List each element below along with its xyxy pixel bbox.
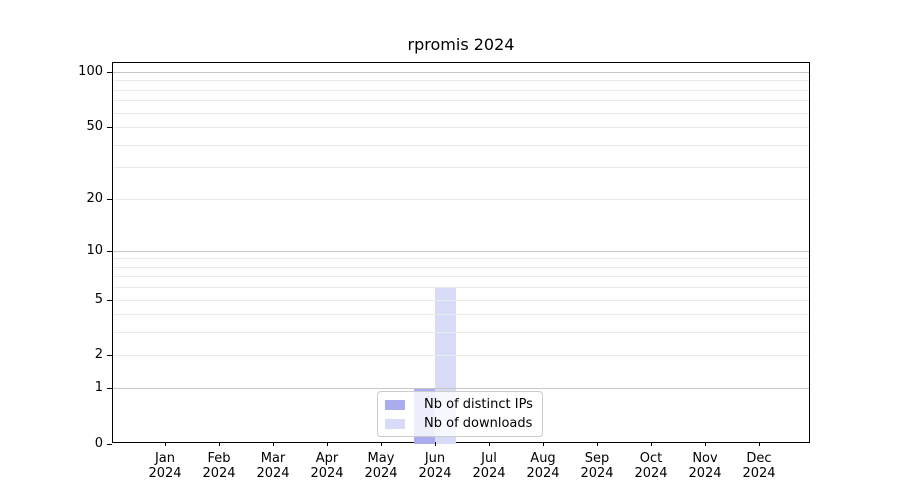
y-tick-label-20: 20 xyxy=(86,190,103,206)
legend-swatch-distinct-ips xyxy=(385,399,405,410)
gridline-y-1 xyxy=(113,388,809,390)
x-tick-label-apr: Apr 2024 xyxy=(310,451,344,481)
y-tick-mark-0 xyxy=(107,444,112,445)
y-tick-label-0: 0 xyxy=(94,436,103,451)
x-tick-label-sep: Sep 2024 xyxy=(580,451,614,481)
x-tick-label-jun: Jun 2024 xyxy=(418,451,452,481)
x-tick-label-dec: Dec 2024 xyxy=(742,451,776,481)
x-tick-mark-nov xyxy=(705,442,706,446)
gridline-y-2 xyxy=(113,355,809,357)
legend-label-downloads: Nb of downloads xyxy=(424,416,533,431)
x-tick-mark-feb xyxy=(219,442,220,446)
x-tick-mark-apr xyxy=(327,442,328,446)
y-tick-mark-20 xyxy=(107,198,112,200)
x-tick-label-feb: Feb 2024 xyxy=(202,451,236,481)
x-tick-mark-jun xyxy=(435,442,436,446)
x-tick-label-nov: Nov 2024 xyxy=(688,451,722,481)
chart-title: rpromis 2024 xyxy=(407,35,515,54)
y-tick-label-2: 2 xyxy=(94,347,103,363)
x-tick-label-aug: Aug 2024 xyxy=(526,451,560,481)
y-tick-mark-10 xyxy=(107,250,112,252)
x-tick-mark-aug xyxy=(543,442,544,446)
y-tick-label-50: 50 xyxy=(86,119,103,135)
gridline-y-50 xyxy=(113,127,809,129)
x-tick-mark-jan xyxy=(165,442,166,446)
gridline-y-8 xyxy=(113,266,809,268)
legend-label-distinct-ips: Nb of distinct IPs xyxy=(424,397,533,412)
y-tick-mark-50 xyxy=(107,127,112,129)
x-tick-label-may: May 2024 xyxy=(364,451,398,481)
gridline-y-6 xyxy=(113,287,809,289)
x-tick-mark-jul xyxy=(489,442,490,446)
y-tick-mark-100 xyxy=(107,72,112,74)
gridline-y-7 xyxy=(113,276,809,278)
y-tick-mark-2 xyxy=(107,355,112,357)
y-tick-label-1: 1 xyxy=(94,380,103,396)
legend-item-distinct-ips: Nb of distinct IPs xyxy=(385,397,535,412)
gridline-y-70 xyxy=(113,100,809,102)
legend-item-downloads: Nb of downloads xyxy=(385,416,535,431)
y-tick-label-100: 100 xyxy=(78,64,103,80)
gridline-y-100 xyxy=(113,72,809,74)
y-tick-label-10: 10 xyxy=(86,242,103,258)
gridline-y-9 xyxy=(113,258,809,260)
gridline-y-10 xyxy=(113,250,809,252)
y-tick-label-5: 5 xyxy=(94,291,103,307)
gridline-y-5 xyxy=(113,299,809,301)
x-tick-mark-mar xyxy=(273,442,274,446)
gridline-y-30 xyxy=(113,167,809,169)
x-tick-mark-oct xyxy=(651,442,652,446)
x-tick-mark-dec xyxy=(759,442,760,446)
y-tick-mark-5 xyxy=(107,299,112,301)
x-tick-label-mar: Mar 2024 xyxy=(256,451,290,481)
legend-swatch-downloads xyxy=(385,418,405,429)
x-tick-label-jul: Jul 2024 xyxy=(472,451,506,481)
gridline-y-40 xyxy=(113,144,809,146)
gridline-y-3 xyxy=(113,332,809,334)
x-tick-label-jan: Jan 2024 xyxy=(148,451,182,481)
y-tick-mark-1 xyxy=(107,388,112,390)
gridline-y-60 xyxy=(113,112,809,114)
x-tick-mark-sep xyxy=(597,442,598,446)
plot-area: Nb of distinct IPs Nb of downloads 100 50… xyxy=(78,62,810,481)
gridline-y-20 xyxy=(113,198,809,200)
gridline-y-80 xyxy=(113,89,809,91)
gridline-y-4 xyxy=(113,314,809,316)
x-tick-mark-may xyxy=(381,442,382,446)
x-tick-label-oct: Oct 2024 xyxy=(634,451,668,481)
gridline-y-90 xyxy=(113,80,809,82)
legend: Nb of distinct IPs Nb of downloads xyxy=(377,391,543,437)
